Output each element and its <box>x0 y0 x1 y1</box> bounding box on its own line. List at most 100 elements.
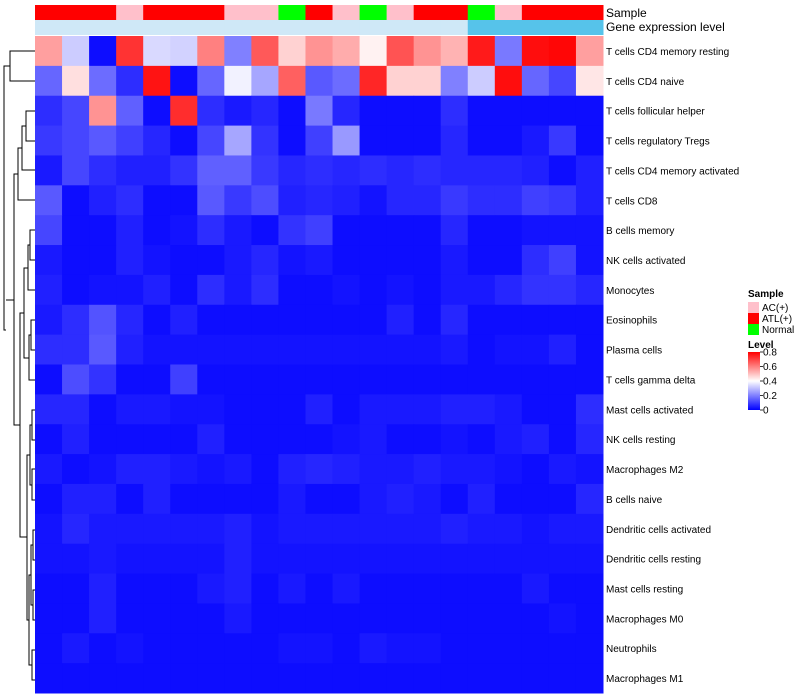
heatmap-cell <box>35 125 63 156</box>
heatmap-cell <box>62 454 90 485</box>
heatmap-cell <box>224 454 252 485</box>
expression-annotation-cell <box>89 20 117 35</box>
level-tick-label: 0.6 <box>763 362 777 373</box>
heatmap-cell <box>494 65 523 97</box>
expression-annotation-cell <box>467 20 496 35</box>
heatmap-cell <box>359 95 388 127</box>
expression-annotation-cell <box>170 20 198 35</box>
heatmap-cell <box>386 364 415 395</box>
row-label: T cells CD4 memory resting <box>606 47 729 58</box>
heatmap-cell <box>35 65 63 97</box>
sample-annotation-cell <box>62 5 90 20</box>
heatmap-cell <box>332 95 361 127</box>
heatmap-cell <box>521 95 550 127</box>
heatmap-cell <box>35 543 63 575</box>
heatmap-cell <box>251 543 279 575</box>
heatmap-cell <box>62 543 90 575</box>
heatmap-cell <box>224 215 252 246</box>
heatmap-cell <box>278 603 306 634</box>
heatmap-cell <box>548 304 577 336</box>
heatmap-cell <box>197 364 225 395</box>
heatmap-cell <box>548 573 577 604</box>
heatmap-cell <box>251 364 279 395</box>
heatmap-cell <box>494 125 523 156</box>
heatmap-cell <box>251 125 279 156</box>
heatmap-cell <box>575 65 604 97</box>
heatmap-cell <box>143 274 171 306</box>
heatmap-cell <box>62 364 90 395</box>
expression-annotation-cell <box>224 20 252 35</box>
heatmap-cell <box>62 633 90 664</box>
heatmap-cell <box>548 483 577 515</box>
sample-annotation-cell <box>89 5 117 20</box>
sample-legend-title: Sample <box>748 289 784 300</box>
heatmap-cell <box>521 245 550 276</box>
heatmap-cell <box>305 215 334 246</box>
heatmap-cell <box>116 513 144 545</box>
heatmap-cell <box>440 125 469 156</box>
heatmap-cell <box>467 573 496 604</box>
sample-annotation-cell <box>548 5 577 20</box>
heatmap-cell <box>197 424 225 455</box>
heatmap-cell <box>413 215 442 246</box>
heatmap-cell <box>197 394 225 425</box>
heatmap-cell <box>224 603 252 634</box>
heatmap-cells <box>35 36 604 694</box>
heatmap-cell <box>143 304 171 336</box>
heatmap-cell <box>170 454 198 485</box>
heatmap-cell <box>170 155 198 186</box>
heatmap-cell <box>332 603 361 634</box>
heatmap-cell <box>548 394 577 425</box>
heatmap-cell <box>467 543 496 575</box>
level-tick-label: 0.4 <box>763 377 777 388</box>
heatmap-cell <box>251 483 279 515</box>
heatmap-cell <box>575 364 604 395</box>
sample-annotation-cell <box>224 5 252 20</box>
heatmap-cell <box>467 65 496 97</box>
heatmap-cell <box>386 95 415 127</box>
heatmap-cell <box>197 663 225 694</box>
heatmap-cell <box>548 513 577 545</box>
heatmap-cell <box>143 36 171 67</box>
expression-annotation-cell <box>548 20 577 35</box>
heatmap-cell <box>224 36 252 67</box>
heatmap-cell <box>278 95 306 127</box>
heatmap-cell <box>197 603 225 634</box>
heatmap-cell <box>359 364 388 395</box>
heatmap-cell <box>359 394 388 425</box>
heatmap-cell <box>35 36 63 67</box>
heatmap-cell <box>143 483 171 515</box>
row-label: B cells memory <box>606 226 674 237</box>
heatmap-cell <box>170 215 198 246</box>
heatmap-cell <box>170 543 198 575</box>
heatmap-cell <box>494 245 523 276</box>
heatmap-cell <box>62 125 90 156</box>
heatmap-cell <box>278 334 306 365</box>
heatmap-cell <box>305 274 334 306</box>
heatmap-cell <box>35 663 63 694</box>
heatmap-cell <box>116 454 144 485</box>
heatmap-cell <box>278 274 306 306</box>
heatmap-cell <box>467 663 496 694</box>
sample-annotation-cell <box>332 5 361 20</box>
heatmap-cell <box>440 65 469 97</box>
heatmap-cell <box>35 513 63 545</box>
heatmap-cell <box>62 334 90 365</box>
heatmap-cell <box>440 185 469 216</box>
heatmap-cell <box>197 185 225 216</box>
heatmap-cell <box>62 424 90 455</box>
heatmap-cell <box>548 155 577 186</box>
heatmap-cell <box>548 65 577 97</box>
heatmap-cell <box>359 185 388 216</box>
sample-annotation-cell <box>278 5 306 20</box>
heatmap-cell <box>197 334 225 365</box>
heatmap-cell <box>143 424 171 455</box>
heatmap-cell <box>224 424 252 455</box>
heatmap-cell <box>305 603 334 634</box>
heatmap-cell <box>170 95 198 127</box>
sample-annotation-cell <box>440 5 469 20</box>
heatmap-cell <box>386 603 415 634</box>
level-legend-title: Level <box>748 340 774 351</box>
heatmap-cell <box>467 125 496 156</box>
heatmap-cell <box>305 36 334 67</box>
